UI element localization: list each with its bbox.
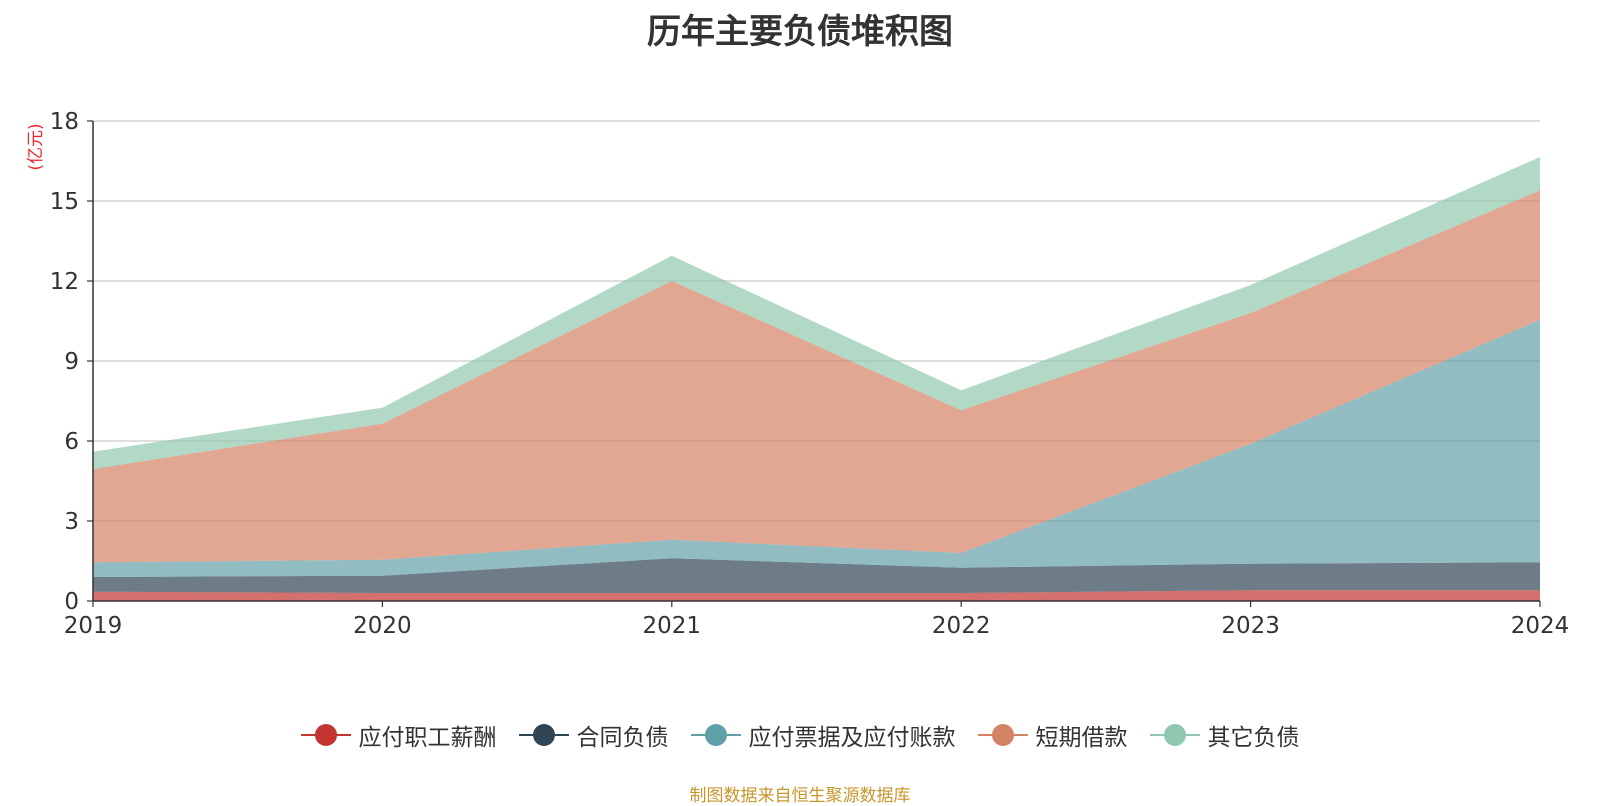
area-series	[93, 157, 1540, 601]
y-tick-label: 12	[50, 269, 79, 295]
area-series-4[interactable]	[93, 190, 1540, 563]
area-series-1[interactable]	[93, 590, 1540, 601]
x-tick-label: 2024	[1511, 613, 1570, 639]
y-tick-label: 6	[64, 429, 79, 455]
legend-item-5[interactable]: 其它负债	[1149, 718, 1300, 752]
x-tick-label: 2019	[64, 613, 123, 639]
area-series-3[interactable]	[93, 319, 1540, 577]
x-tick-label: 2021	[643, 613, 702, 639]
legend-item-2[interactable]: 合同负债	[518, 718, 669, 752]
x-tick-label: 2022	[932, 613, 991, 639]
legend-marker-icon	[977, 723, 1028, 747]
legend-item-1[interactable]: 应付职工薪酬	[300, 718, 497, 752]
legend-marker-icon	[300, 723, 351, 747]
area-series-5[interactable]	[93, 157, 1540, 469]
legend-marker-icon	[518, 723, 569, 747]
axes: 0 3 6 9 12 15 18 2019 2020 2021 2022 2023 2024	[50, 109, 1570, 639]
legend-label: 应付职工薪酬	[358, 725, 497, 751]
y-tick-label: 15	[50, 189, 79, 215]
legend-marker-icon	[1149, 723, 1200, 747]
x-tick-label: 2020	[353, 613, 412, 639]
chart-title: 历年主要负债堆积图	[647, 12, 953, 52]
legend: 应付职工薪酬 合同负债 应付票据及应付账款 短期借款 其它负债	[0, 718, 1600, 752]
y-tick-label: 0	[64, 589, 79, 615]
legend-label: 短期借款	[1035, 725, 1128, 751]
legend-item-4[interactable]: 短期借款	[977, 718, 1128, 752]
legend-label: 合同负债	[576, 725, 669, 751]
legend-label: 应付票据及应付账款	[748, 725, 956, 751]
area-series-2[interactable]	[93, 558, 1540, 593]
y-tick-label: 3	[64, 509, 79, 535]
legend-marker-icon	[690, 723, 741, 747]
legend-item-3[interactable]: 应付票据及应付账款	[690, 718, 956, 752]
y-tick-label: 18	[50, 109, 79, 135]
y-tick-label: 9	[64, 349, 79, 375]
x-tick-label: 2023	[1221, 613, 1280, 639]
legend-label: 其它负债	[1207, 725, 1300, 751]
data-source-note: 制图数据来自恒生聚源数据库	[689, 786, 911, 806]
